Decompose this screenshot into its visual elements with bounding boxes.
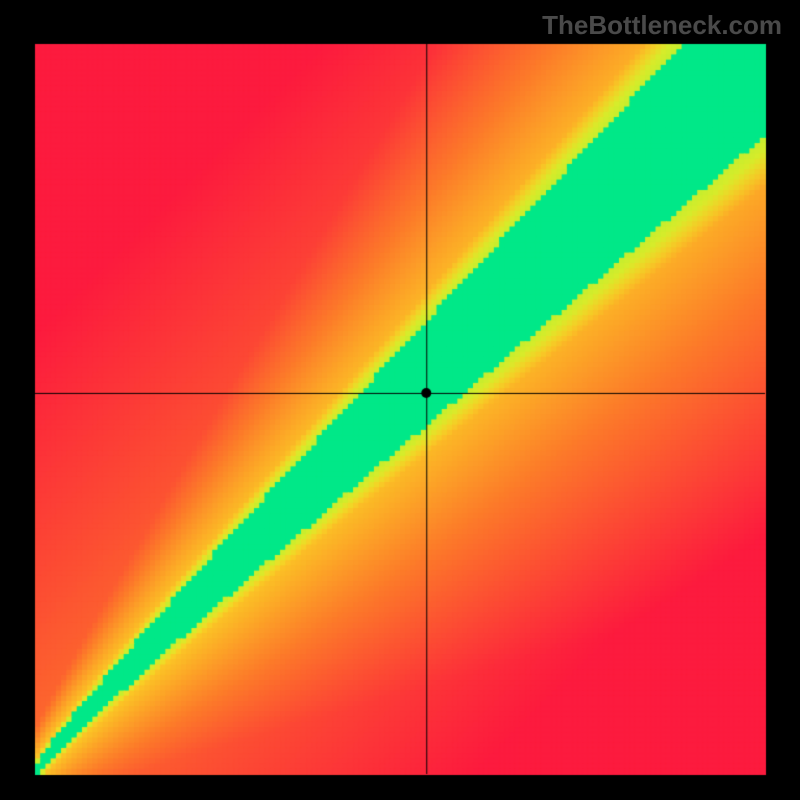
chart-container: TheBottleneck.com [0,0,800,800]
bottleneck-heatmap [0,0,800,800]
watermark-text: TheBottleneck.com [542,10,782,41]
